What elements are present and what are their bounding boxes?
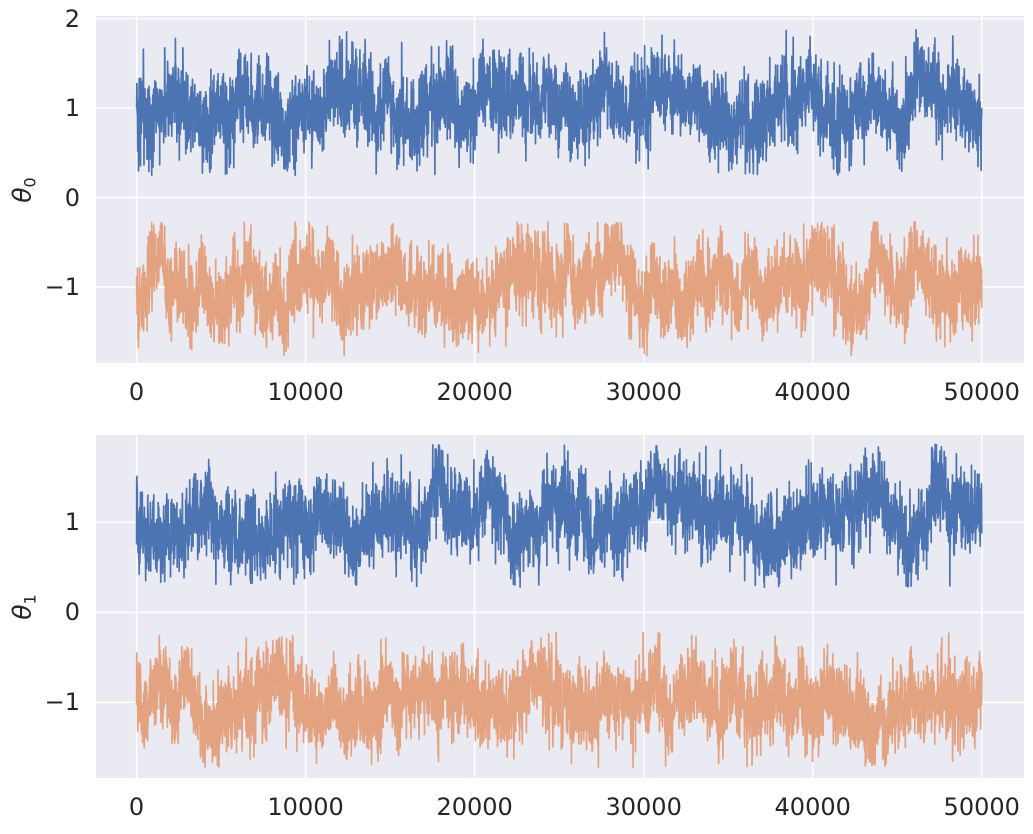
x-tick-label: 10000 <box>267 378 344 406</box>
x-tick-label: 30000 <box>605 793 682 821</box>
x-tick-label: 20000 <box>436 378 513 406</box>
theta-symbol: θ <box>7 603 37 620</box>
x-tick-label: 20000 <box>436 793 513 821</box>
x-tick-label: 0 <box>128 793 145 821</box>
plot-area-svg <box>96 16 1024 363</box>
trace-line-theta1-chain-lower <box>135 631 983 768</box>
x-tick-label: 40000 <box>774 378 851 406</box>
x-tick-label: 10000 <box>267 793 344 821</box>
y-tick-label: 1 <box>64 508 80 537</box>
y-tick-label: 1 <box>64 94 80 123</box>
x-tick-label: 40000 <box>774 793 851 821</box>
y-tick-label: −1 <box>44 688 80 717</box>
x-tick-label: 30000 <box>605 378 682 406</box>
trace-line-theta0-chain-lower <box>135 220 983 357</box>
y-axis-label: θ1 <box>7 593 40 620</box>
x-tick-label: 50000 <box>943 793 1020 821</box>
y-tick-label: 0 <box>64 598 80 627</box>
trace-line-theta0-chain-upper <box>135 28 983 177</box>
y-tick-label: 2 <box>64 4 80 33</box>
x-tick-label: 50000 <box>943 378 1020 406</box>
y-tick-label: −1 <box>44 272 80 301</box>
theta-subscript: 1 <box>20 593 40 604</box>
y-tick-label: 0 <box>64 183 80 212</box>
x-tick-label: 0 <box>128 378 145 406</box>
plot-area-svg <box>96 435 1024 778</box>
trace-line-theta1-chain-upper <box>135 443 983 588</box>
